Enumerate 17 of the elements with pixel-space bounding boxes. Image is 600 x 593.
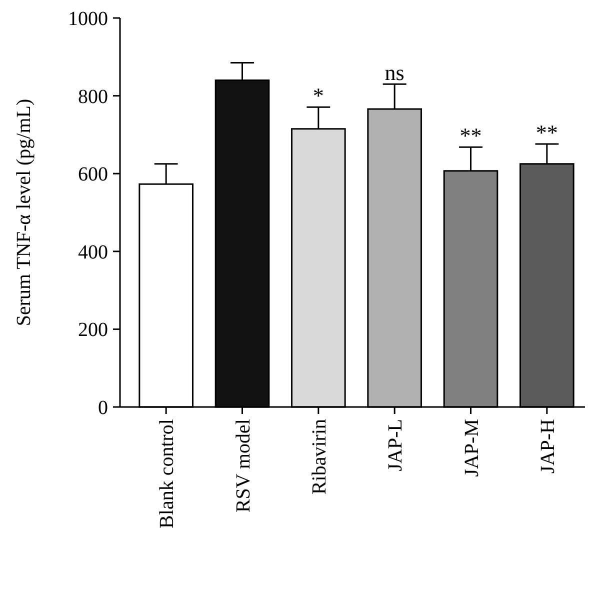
annotation: * bbox=[312, 83, 324, 108]
x-tick-label: Blank control bbox=[156, 418, 178, 528]
annotation: ** bbox=[460, 123, 482, 148]
x-tick-label: JAP-M bbox=[460, 418, 483, 477]
y-tick-label: 0 bbox=[98, 397, 108, 419]
y-tick-label: 800 bbox=[78, 86, 108, 108]
y-tick-label: 1000 bbox=[68, 8, 108, 30]
y-tick-label: 600 bbox=[78, 164, 108, 186]
x-tick-label: JAP-H bbox=[536, 419, 559, 474]
x-tick-label: Ribavirin bbox=[308, 419, 330, 495]
y-axis-title: Serum TNF-α level (pg/mL) bbox=[13, 98, 35, 326]
x-tick-label: RSV model bbox=[232, 418, 254, 513]
y-tick-label: 400 bbox=[78, 241, 108, 264]
y-tick-label: 200 bbox=[78, 319, 108, 342]
annotation: ** bbox=[536, 120, 558, 146]
annotation: ns bbox=[384, 60, 404, 86]
x-tick-label: JAP-L bbox=[384, 419, 407, 472]
